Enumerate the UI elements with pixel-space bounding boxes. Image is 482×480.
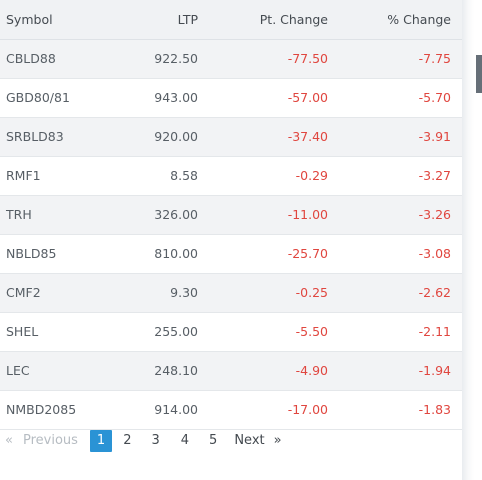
page-2-link[interactable]: 2 <box>123 433 132 448</box>
table-row: NMBD2085 914.00 -17.00 -1.83 <box>0 390 462 429</box>
page-4-link[interactable]: 4 <box>180 433 190 448</box>
cell-ltp: 9.30 <box>170 285 198 300</box>
cell-symbol[interactable]: LEC <box>6 363 30 378</box>
last-page-icon[interactable]: » <box>273 433 282 448</box>
cell-ltp: 922.50 <box>154 51 198 66</box>
row-spacer <box>451 39 462 78</box>
cell-symbol[interactable]: TRH <box>6 207 32 222</box>
row-spacer <box>451 351 462 390</box>
table-row: SRBLD83 920.00 -37.40 -3.91 <box>0 117 462 156</box>
page-1-link[interactable]: 1 <box>89 430 113 452</box>
cell-ltp: 8.58 <box>170 168 198 183</box>
cell-symbol[interactable]: NMBD2085 <box>6 402 77 417</box>
table-row: SHEL 255.00 -5.50 -2.11 <box>0 312 462 351</box>
cell-ltp: 920.00 <box>154 129 198 144</box>
header-spacer <box>451 0 462 39</box>
cell-pct-change: -1.83 <box>418 402 451 417</box>
losers-table: Symbol LTP Pt. Change % Change CBLD88 92… <box>0 0 462 429</box>
panel-edge-shadow <box>462 0 482 480</box>
first-page-icon[interactable]: « <box>5 433 13 448</box>
cell-pt-change: -4.90 <box>295 363 328 378</box>
cell-pct-change: -3.91 <box>418 129 451 144</box>
row-spacer <box>451 390 462 429</box>
cell-symbol[interactable]: GBD80/81 <box>6 90 70 105</box>
cell-pct-change: -2.62 <box>418 285 451 300</box>
cell-symbol[interactable]: CBLD88 <box>6 51 56 66</box>
cell-pct-change: -1.94 <box>418 363 451 378</box>
row-spacer <box>451 312 462 351</box>
header-row: Symbol LTP Pt. Change % Change <box>0 0 462 39</box>
page-3-link[interactable]: 3 <box>151 433 160 448</box>
table-row: NBLD85 810.00 -25.70 -3.08 <box>0 234 462 273</box>
cell-pct-change: -7.75 <box>418 51 451 66</box>
table-row: RMF1 8.58 -0.29 -3.27 <box>0 156 462 195</box>
table-row: LEC 248.10 -4.90 -1.94 <box>0 351 462 390</box>
column-header-pt-change[interactable]: Pt. Change <box>259 11 328 27</box>
column-header-ltp[interactable]: LTP <box>177 11 198 27</box>
row-spacer <box>451 78 462 117</box>
row-spacer <box>451 195 462 234</box>
row-spacer <box>451 117 462 156</box>
cell-pt-change: -37.40 <box>287 129 328 144</box>
page-5-link[interactable]: 5 <box>209 433 218 448</box>
cell-pct-change: -3.26 <box>418 207 451 222</box>
cell-pt-change: -0.25 <box>295 285 328 300</box>
table-row: TRH 326.00 -11.00 -3.26 <box>0 195 462 234</box>
cell-pct-change: -3.08 <box>418 246 451 261</box>
previous-page-link[interactable]: Previous <box>22 433 78 448</box>
row-spacer <box>451 156 462 195</box>
cell-symbol[interactable]: CMF2 <box>6 285 41 300</box>
table-row: GBD80/81 943.00 -57.00 -5.70 <box>0 78 462 117</box>
cell-symbol[interactable]: RMF1 <box>6 168 41 183</box>
cell-symbol[interactable]: SRBLD83 <box>6 129 64 144</box>
top-losers-panel: Symbol LTP Pt. Change % Change CBLD88 92… <box>0 0 462 452</box>
cell-pt-change: -17.00 <box>287 402 328 417</box>
cell-pt-change: -77.50 <box>287 51 328 66</box>
cell-ltp: 943.00 <box>154 90 198 105</box>
scrollbar-thumb[interactable] <box>476 55 482 93</box>
cell-ltp: 326.00 <box>154 207 198 222</box>
table-row: CMF2 9.30 -0.25 -2.62 <box>0 273 462 312</box>
cell-ltp: 248.10 <box>154 363 198 378</box>
cell-pt-change: -25.70 <box>287 246 328 261</box>
cell-pct-change: -3.27 <box>418 168 451 183</box>
cell-pct-change: -5.70 <box>418 90 451 105</box>
cell-ltp: 914.00 <box>154 402 198 417</box>
table-row: CBLD88 922.50 -77.50 -7.75 <box>0 39 462 78</box>
row-spacer <box>451 234 462 273</box>
column-header-symbol[interactable]: Symbol <box>6 11 53 27</box>
cell-symbol[interactable]: SHEL <box>6 324 39 339</box>
cell-pt-change: -57.00 <box>287 90 328 105</box>
column-header-pct-change[interactable]: % Change <box>387 11 451 27</box>
cell-ltp: 810.00 <box>154 246 198 261</box>
cell-pt-change: -11.00 <box>287 207 328 222</box>
cell-pct-change: -2.11 <box>418 324 451 339</box>
cell-pt-change: -0.29 <box>295 168 328 183</box>
table-header: Symbol LTP Pt. Change % Change <box>0 0 462 39</box>
cell-symbol[interactable]: NBLD85 <box>6 246 57 261</box>
pagination: « Previous 1 2 3 4 5 Next » <box>0 430 282 452</box>
cell-ltp: 255.00 <box>154 324 198 339</box>
table-body: CBLD88 922.50 -77.50 -7.75 GBD80/81 943.… <box>0 39 462 429</box>
row-spacer <box>451 273 462 312</box>
next-page-link[interactable]: Next <box>234 433 265 448</box>
cell-pt-change: -5.50 <box>295 324 328 339</box>
